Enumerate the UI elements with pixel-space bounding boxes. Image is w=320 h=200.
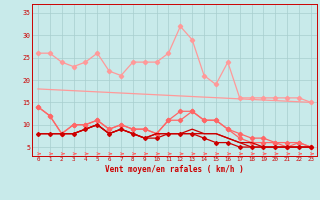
- X-axis label: Vent moyen/en rafales ( km/h ): Vent moyen/en rafales ( km/h ): [105, 165, 244, 174]
